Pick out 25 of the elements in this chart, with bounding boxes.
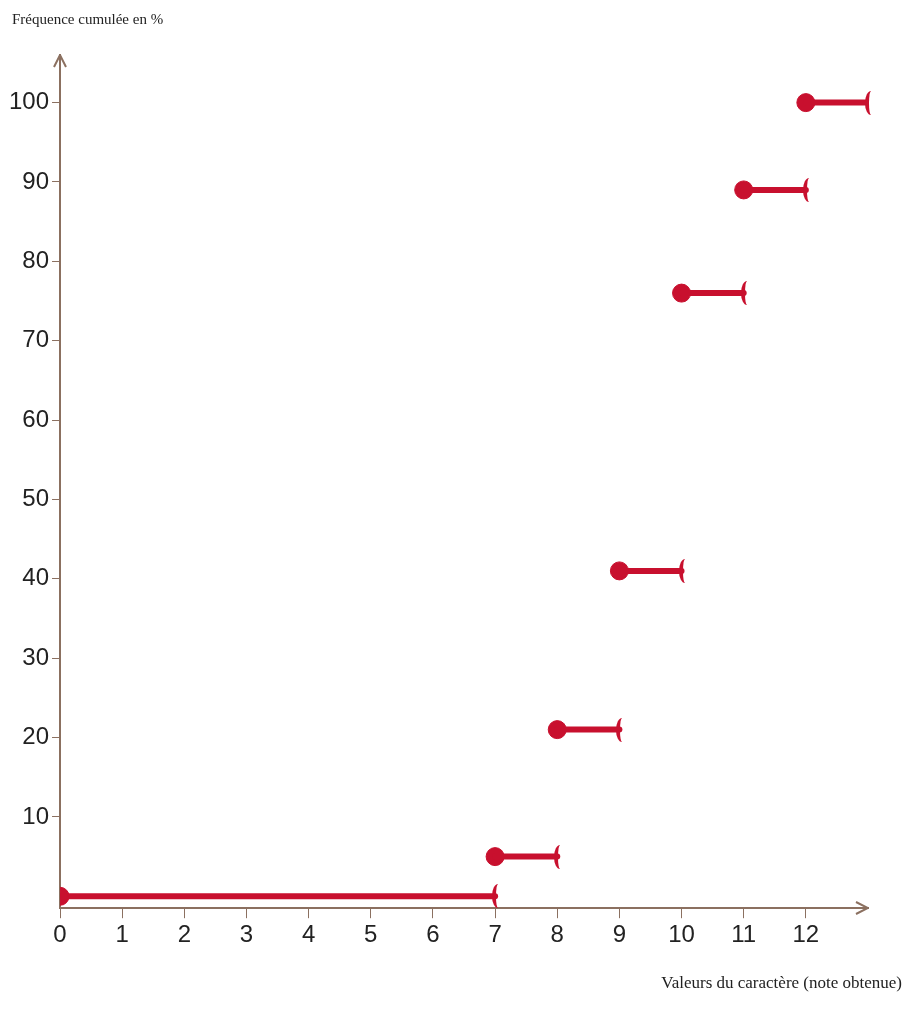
x-tick-label: 4 [301,920,316,948]
x-tick-label: 12 [792,920,820,948]
y-tick-label: 10 [22,801,50,829]
x-tick-label: 1 [115,920,129,948]
x-tick-label: 0 [53,920,67,948]
x-tick-label: 2 [177,920,192,948]
x-tick-label: 8 [550,920,564,948]
y-tick-label: 50 [22,484,50,512]
x-tick-label: 7 [488,920,502,948]
x-tick-label: 5 [364,920,378,948]
y-tick-label: 40 [22,563,50,591]
x-tick-label: 10 [668,920,695,948]
y-tick-label: 70 [22,325,50,353]
y-tick-label: 80 [22,245,50,273]
x-tick-label: 9 [612,920,627,948]
x-tick-label: 6 [426,920,440,948]
y-tick-label: 30 [22,642,50,670]
x-tick-label: 3 [239,920,254,948]
y-tick-label: 100 [9,87,50,115]
x-axis-title: Valeurs du caractère (note obtenue) [661,973,902,993]
x-tick-label: 11 [731,920,757,948]
y-axis-title: Fréquence cumulée en % [12,11,164,27]
y-tick-label: 90 [22,166,50,194]
y-tick-label: 20 [22,722,50,750]
y-tick-label: 60 [22,404,50,432]
